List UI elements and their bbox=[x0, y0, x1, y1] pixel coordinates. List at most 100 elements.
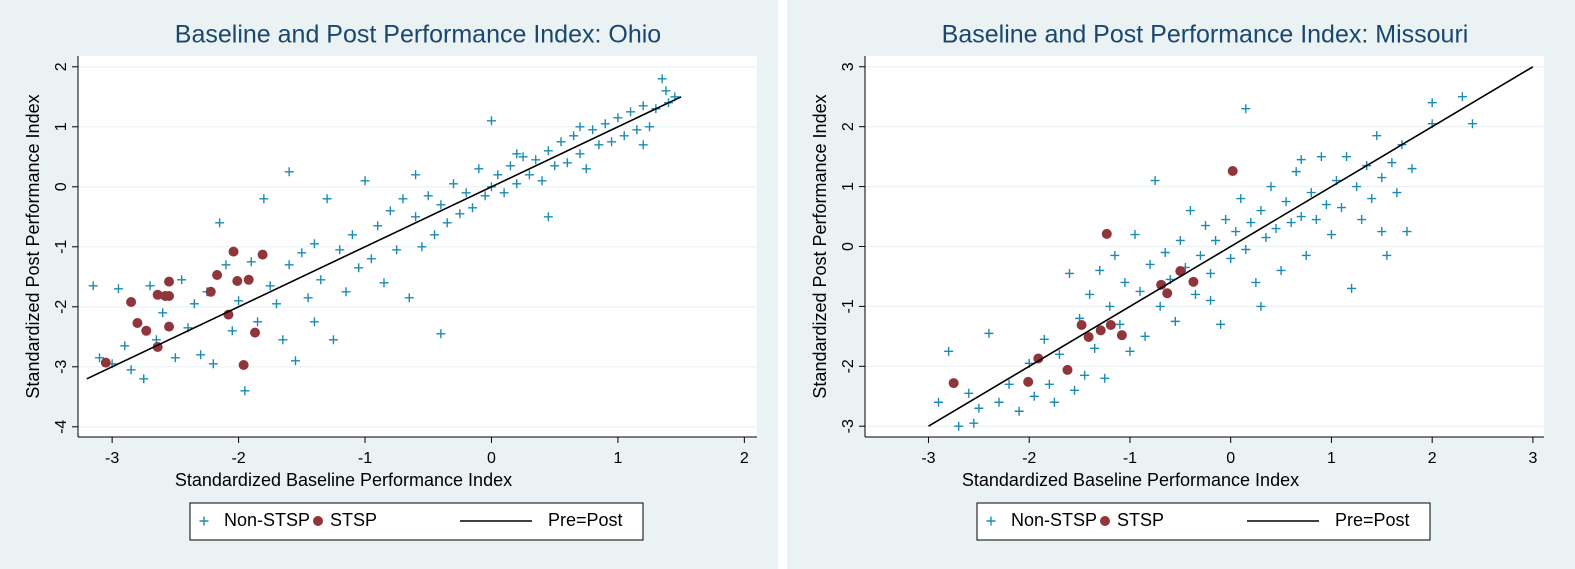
stsp-point bbox=[1101, 228, 1112, 239]
non-stsp-point bbox=[1065, 268, 1075, 278]
non-stsp-point bbox=[1195, 250, 1205, 260]
legend-label: STSP bbox=[1117, 510, 1164, 530]
stsp-point bbox=[1095, 325, 1106, 336]
legend-marker bbox=[199, 516, 209, 526]
stsp-point bbox=[1156, 279, 1167, 290]
stsp-point bbox=[212, 270, 223, 280]
non-stsp-point bbox=[934, 397, 944, 407]
non-stsp-point bbox=[543, 146, 553, 156]
y-tick-label: 0 bbox=[53, 182, 70, 191]
non-stsp-point bbox=[588, 125, 598, 135]
non-stsp-point bbox=[196, 350, 206, 360]
non-stsp-point bbox=[1301, 250, 1311, 260]
stsp-point bbox=[1083, 331, 1094, 342]
non-stsp-point bbox=[253, 317, 263, 327]
non-stsp-point bbox=[379, 278, 389, 288]
non-stsp-point bbox=[259, 194, 269, 204]
x-tick-label: -3 bbox=[921, 450, 935, 467]
x-tick-label: -1 bbox=[358, 450, 372, 467]
non-stsp-point bbox=[1145, 259, 1155, 269]
non-stsp-point bbox=[1352, 182, 1362, 192]
non-stsp-point bbox=[1246, 218, 1256, 228]
non-stsp-point bbox=[1216, 319, 1226, 329]
non-stsp-point bbox=[1281, 197, 1291, 207]
non-stsp-point bbox=[524, 170, 534, 180]
non-stsp-point bbox=[1457, 92, 1467, 102]
x-tick-label: 2 bbox=[740, 450, 749, 467]
non-stsp-point bbox=[120, 341, 130, 351]
stsp-point bbox=[232, 276, 243, 286]
non-stsp-point bbox=[505, 161, 515, 171]
x-tick-label: 0 bbox=[487, 450, 496, 467]
non-stsp-point bbox=[309, 317, 319, 327]
non-stsp-point bbox=[1130, 230, 1140, 240]
non-stsp-point bbox=[512, 179, 522, 189]
non-stsp-point bbox=[234, 296, 244, 306]
y-axis-label: Standardized Post Performance Index bbox=[810, 94, 830, 398]
non-stsp-point bbox=[436, 200, 446, 210]
non-stsp-point bbox=[347, 230, 357, 240]
non-stsp-point bbox=[1316, 152, 1326, 162]
non-stsp-point bbox=[543, 212, 553, 222]
non-stsp-point bbox=[417, 242, 427, 252]
non-stsp-point bbox=[360, 176, 370, 186]
non-stsp-point bbox=[322, 194, 332, 204]
panel: -4 -3 -2 -1 0 1 2 -3 -2 -1 0 1 2 Baseline and Post Pe… bbox=[0, 0, 778, 569]
non-stsp-point bbox=[436, 329, 446, 339]
non-stsp-point bbox=[619, 131, 629, 141]
non-stsp-point bbox=[556, 137, 566, 147]
stsp-point bbox=[164, 321, 175, 332]
non-stsp-point bbox=[170, 353, 180, 363]
y-tick-label: 2 bbox=[840, 122, 857, 131]
non-stsp-point bbox=[1206, 295, 1216, 305]
y-tick-label: 0 bbox=[840, 242, 857, 251]
stsp-point bbox=[243, 274, 254, 285]
legend: Non-STSP STSP Pre=Post bbox=[189, 502, 644, 541]
stsp-point bbox=[1023, 376, 1034, 387]
non-stsp-point bbox=[1467, 119, 1477, 129]
y-tick-label: 3 bbox=[840, 62, 857, 71]
non-stsp-point bbox=[1014, 406, 1024, 416]
non-stsp-point bbox=[486, 116, 496, 126]
stsp-point bbox=[257, 249, 268, 260]
non-stsp-point bbox=[316, 275, 326, 285]
non-stsp-point bbox=[189, 299, 199, 309]
non-stsp-point bbox=[221, 260, 231, 270]
x-tick-label: 2 bbox=[1428, 450, 1437, 467]
non-stsp-point bbox=[1266, 182, 1276, 192]
non-stsp-point bbox=[661, 86, 671, 96]
non-stsp-point bbox=[145, 281, 155, 291]
non-stsp-point bbox=[632, 125, 642, 135]
non-stsp-point bbox=[1054, 349, 1064, 359]
non-stsp-point bbox=[1306, 188, 1316, 198]
non-stsp-point bbox=[461, 188, 471, 198]
legend-box bbox=[976, 502, 1431, 541]
non-stsp-point bbox=[1407, 164, 1417, 174]
y-tick-label: 2 bbox=[53, 62, 70, 71]
non-stsp-point bbox=[442, 218, 452, 228]
x-tick-label: 1 bbox=[1327, 450, 1336, 467]
non-stsp-point bbox=[1100, 373, 1110, 383]
non-stsp-point bbox=[449, 179, 459, 189]
x-tick-label: 3 bbox=[1528, 450, 1537, 467]
non-stsp-point bbox=[354, 263, 364, 273]
non-stsp-point bbox=[1402, 227, 1412, 237]
non-stsp-point bbox=[1105, 301, 1115, 311]
non-stsp-point bbox=[645, 122, 655, 132]
non-stsp-point bbox=[1049, 397, 1059, 407]
chart-title: Baseline and Post Performance Index: Ohi… bbox=[175, 21, 661, 49]
non-stsp-point bbox=[1004, 379, 1014, 389]
non-stsp-point bbox=[954, 421, 964, 431]
x-tick-label: 1 bbox=[613, 450, 622, 467]
non-stsp-point bbox=[575, 122, 585, 132]
non-stsp-point bbox=[341, 287, 351, 297]
non-stsp-point bbox=[208, 359, 218, 369]
non-stsp-point bbox=[1029, 391, 1039, 401]
non-stsp-point bbox=[1150, 176, 1160, 186]
non-stsp-point bbox=[1357, 215, 1367, 225]
non-stsp-point bbox=[1044, 379, 1054, 389]
y-tick-label: -1 bbox=[53, 240, 70, 254]
non-stsp-point bbox=[613, 113, 623, 123]
non-stsp-point bbox=[265, 281, 275, 291]
non-stsp-point bbox=[974, 403, 984, 413]
